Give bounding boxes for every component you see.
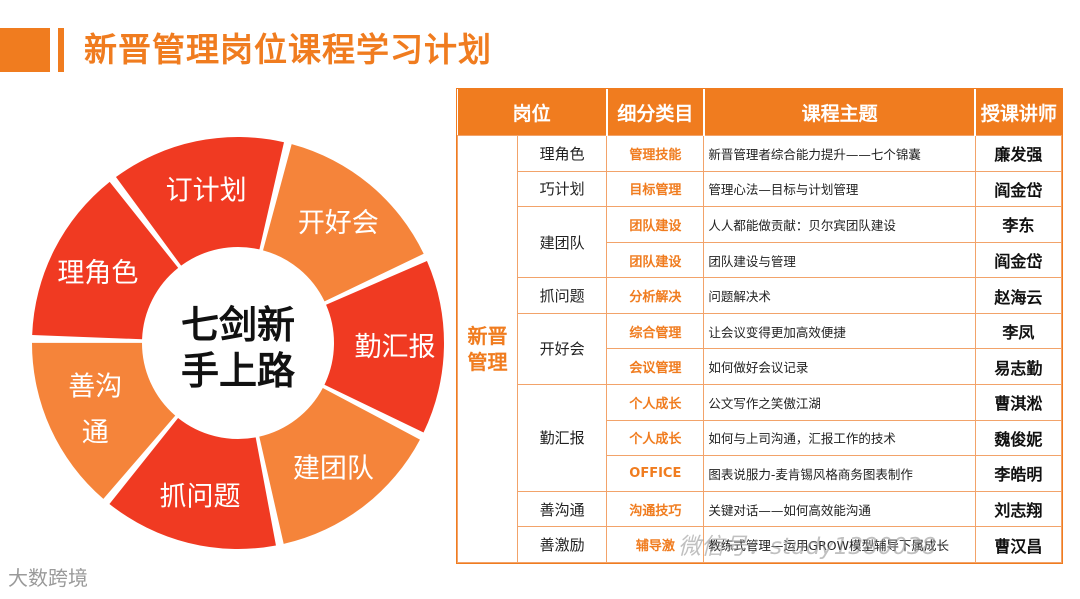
watermark-left: 大数跨境 bbox=[8, 566, 88, 590]
table-row: 开好会 综合管理 让会议变得更加高效便捷 李凤 bbox=[458, 312, 1063, 386]
table-row: 建团队 团队建设 人人都能做贡献：贝尔宾团队建设 李东 bbox=[458, 206, 1063, 279]
wheel-segment bbox=[115, 137, 284, 266]
teacher-cell: 易志勤 bbox=[974, 348, 1063, 386]
category-cell: 个人成长 bbox=[606, 419, 705, 457]
header-position: 岗位 bbox=[457, 89, 607, 136]
teacher-cell: 阎金岱 bbox=[974, 241, 1063, 279]
header-teacher: 授课讲师 bbox=[974, 89, 1062, 136]
header-accent-stripe bbox=[58, 28, 64, 72]
wheel-segment bbox=[109, 418, 276, 549]
wheel-segment bbox=[324, 260, 445, 433]
table-row: 会议管理 如何做好会议记录 易志勤 bbox=[458, 348, 1063, 386]
category-cell: 沟通技巧 bbox=[606, 490, 705, 528]
topic-cell: 问题解决术 bbox=[703, 277, 976, 314]
page-title: 新晋管理岗位课程学习计划 bbox=[84, 30, 492, 69]
topic-cell: 公文写作之笑傲江湖 bbox=[703, 384, 976, 421]
wheel-segment-label: 勤汇报 bbox=[354, 332, 435, 363]
topic-cell: 新晋管理者综合能力提升——七个锦囊 bbox=[703, 135, 976, 172]
table-row: 勤汇报 个人成长 公文写作之笑傲江湖 曹淇淞 bbox=[458, 384, 1063, 492]
topic-cell: 关键对话——如何高效能沟通 bbox=[703, 490, 976, 528]
department-cell: 新晋管理 bbox=[456, 135, 519, 563]
category-cell: 团队建设 bbox=[606, 206, 705, 243]
teacher-cell: 魏俊妮 bbox=[974, 419, 1063, 457]
table-row: 善沟通 沟通技巧 关键对话——如何高效能沟通 刘志翔 bbox=[458, 490, 1063, 528]
table-row: 善激励 辅导激 教练式管理—运用GROW模型辅导下属成长 曹汉昌 bbox=[458, 526, 1063, 563]
wheel-segment bbox=[32, 342, 176, 499]
table-row: 新晋管理 理角色 管理技能 新晋管理者综合能力提升——七个锦囊 廉发强 bbox=[456, 135, 1063, 563]
category-cell: 管理技能 bbox=[606, 135, 705, 172]
category-cell: 综合管理 bbox=[606, 312, 705, 350]
course-table: 岗位 细分类目 课程主题 授课讲师 新晋管理 理角色 管理技能 新晋管理者综合能力提升… bbox=[456, 88, 1063, 564]
topic-cell: 团队建设与管理 bbox=[703, 241, 976, 279]
teacher-cell: 李东 bbox=[974, 206, 1063, 243]
table-row: 抓问题 分析解决 问题解决术 赵海云 bbox=[458, 277, 1063, 314]
category-cell: 个人成长 bbox=[606, 384, 705, 421]
teacher-cell: 曹汉昌 bbox=[974, 526, 1063, 563]
header-accent-bar bbox=[0, 28, 50, 72]
role-cell: 巧计划 bbox=[517, 170, 608, 208]
category-cell: OFFICE bbox=[606, 455, 705, 492]
teacher-cell: 廉发强 bbox=[974, 135, 1063, 172]
role-cell: 建团队 bbox=[517, 206, 608, 279]
wheel-segment-label: 抓问题 bbox=[160, 481, 241, 512]
table-row: 个人成长 如何与上司沟通，汇报工作的技术 魏俊妮 bbox=[458, 419, 1063, 457]
table-row: 团队建设 团队建设与管理 阎金岱 bbox=[458, 241, 1063, 279]
table-header-row: 岗位 细分类目 课程主题 授课讲师 bbox=[457, 89, 1062, 136]
category-cell: 会议管理 bbox=[606, 348, 705, 386]
role-cell: 勤汇报 bbox=[517, 384, 608, 492]
wheel-segment bbox=[32, 181, 179, 340]
category-cell: 团队建设 bbox=[606, 241, 705, 279]
wheel-segment-label: 开好会 bbox=[298, 208, 379, 239]
category-cell: 分析解决 bbox=[606, 277, 705, 314]
teacher-cell: 赵海云 bbox=[974, 277, 1063, 314]
topic-cell: 如何与上司沟通，汇报工作的技术 bbox=[703, 419, 976, 457]
role-cell: 抓问题 bbox=[517, 277, 608, 314]
role-cell: 善沟通 bbox=[517, 490, 608, 528]
wheel-segment-label: 订计划 bbox=[166, 175, 247, 206]
watermark-right: 微信号：study1380038 bbox=[678, 534, 937, 560]
header-topic: 课程主题 bbox=[702, 89, 976, 136]
wheel-center-circle bbox=[152, 257, 324, 429]
teacher-cell: 李皓明 bbox=[974, 455, 1063, 492]
wheel-segment-label: 建团队 bbox=[293, 454, 374, 485]
topic-cell: 让会议变得更加高效便捷 bbox=[703, 312, 976, 350]
topic-cell: 图表说服力-麦肯锡风格商务图表制作 bbox=[703, 455, 976, 492]
table-row: OFFICE 图表说服力-麦肯锡风格商务图表制作 李皓明 bbox=[458, 455, 1063, 492]
topic-cell: 教练式管理—运用GROW模型辅导下属成长 bbox=[703, 526, 976, 563]
wheel-segment-label: 理角色 bbox=[57, 258, 138, 289]
role-cell: 善激励 bbox=[517, 526, 608, 563]
teacher-cell: 阎金岱 bbox=[974, 170, 1063, 208]
topic-cell: 管理心法—目标与计划管理 bbox=[703, 170, 976, 208]
wheel-segment-label: 善沟 bbox=[68, 371, 122, 402]
topic-cell: 如何做好会议记录 bbox=[703, 348, 976, 386]
role-cell: 理角色 bbox=[517, 135, 608, 172]
wheel-center-line1: 七剑新 bbox=[181, 303, 295, 347]
header-category: 细分类目 bbox=[605, 89, 704, 136]
topic-cell: 人人都能做贡献：贝尔宾团队建设 bbox=[703, 206, 976, 243]
wheel-center-line2: 手上路 bbox=[181, 349, 296, 393]
teacher-cell: 刘志翔 bbox=[974, 490, 1063, 528]
wheel-segment-label: 通 bbox=[82, 417, 109, 448]
teacher-cell: 李凤 bbox=[974, 312, 1063, 350]
category-cell: 目标管理 bbox=[606, 170, 705, 208]
table-row: 巧计划 目标管理 管理心法—目标与计划管理 阎金岱 bbox=[458, 170, 1063, 208]
teacher-cell: 曹淇淞 bbox=[974, 384, 1063, 421]
role-cell: 开好会 bbox=[517, 312, 608, 386]
